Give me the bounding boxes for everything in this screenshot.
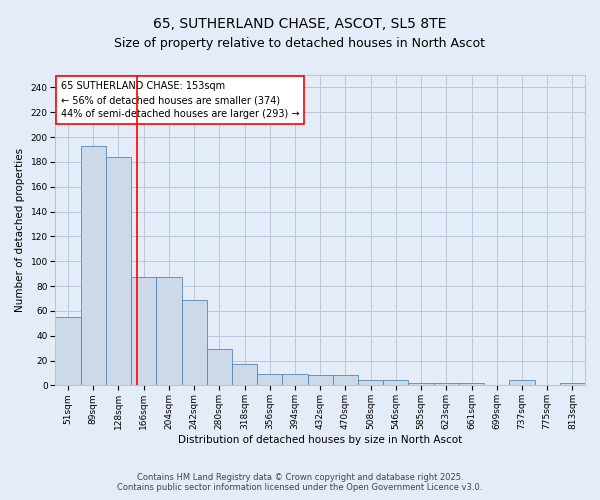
Bar xyxy=(55,317,80,386)
Bar xyxy=(232,364,257,386)
Bar xyxy=(409,383,434,386)
Bar xyxy=(106,157,131,386)
Bar xyxy=(358,380,383,386)
Text: Size of property relative to detached houses in North Ascot: Size of property relative to detached ho… xyxy=(115,38,485,51)
Bar xyxy=(459,383,484,386)
Y-axis label: Number of detached properties: Number of detached properties xyxy=(15,148,25,312)
Text: 65, SUTHERLAND CHASE, ASCOT, SL5 8TE: 65, SUTHERLAND CHASE, ASCOT, SL5 8TE xyxy=(154,18,446,32)
Bar xyxy=(182,300,207,386)
Bar xyxy=(308,376,333,386)
Text: 65 SUTHERLAND CHASE: 153sqm
← 56% of detached houses are smaller (374)
44% of se: 65 SUTHERLAND CHASE: 153sqm ← 56% of det… xyxy=(61,81,299,119)
Bar xyxy=(333,376,358,386)
Bar xyxy=(207,350,232,386)
Bar xyxy=(560,383,585,386)
Bar xyxy=(383,380,409,386)
Bar xyxy=(257,374,283,386)
Bar xyxy=(131,278,157,386)
Bar xyxy=(80,146,106,386)
Bar xyxy=(509,380,535,386)
Bar xyxy=(157,278,182,386)
Bar xyxy=(434,383,459,386)
Bar xyxy=(283,374,308,386)
X-axis label: Distribution of detached houses by size in North Ascot: Distribution of detached houses by size … xyxy=(178,435,463,445)
Text: Contains HM Land Registry data © Crown copyright and database right 2025.
Contai: Contains HM Land Registry data © Crown c… xyxy=(118,473,482,492)
